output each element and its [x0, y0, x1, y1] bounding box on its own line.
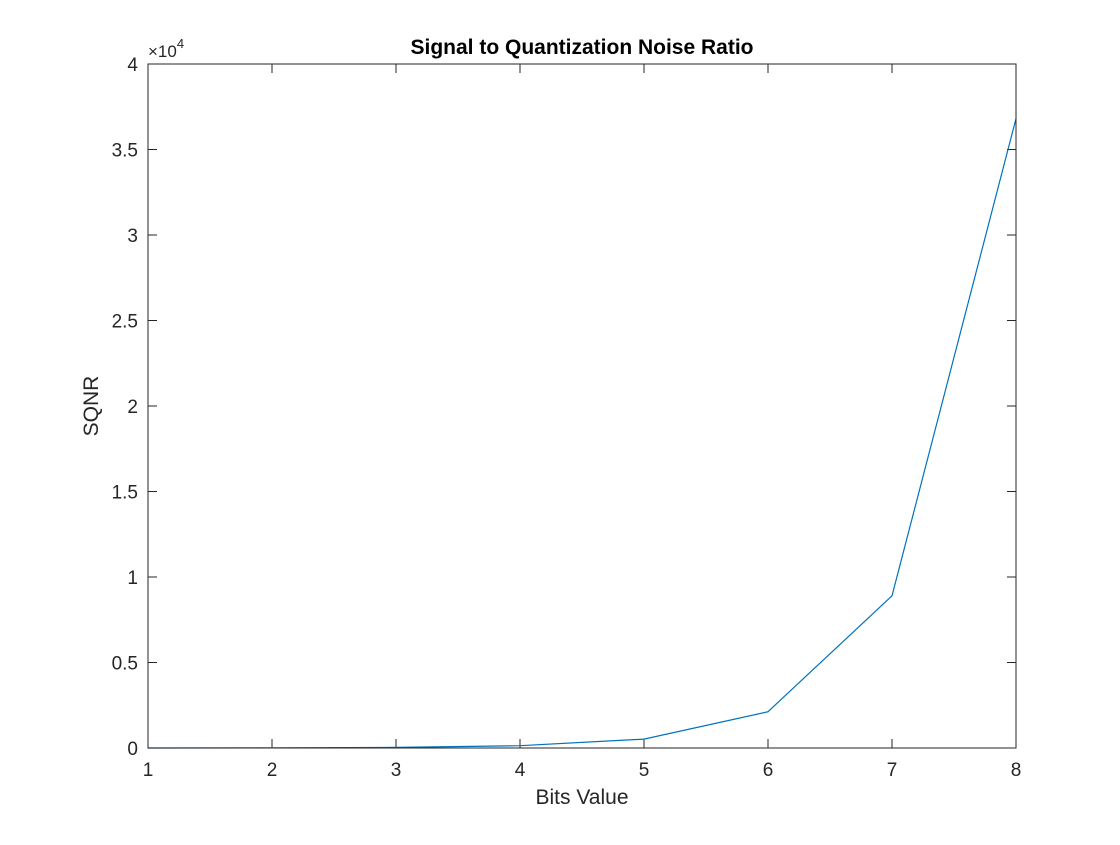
x-axis-label: Bits Value — [536, 786, 629, 809]
x-tick-label: 5 — [639, 760, 650, 781]
x-tick-label: 8 — [1011, 760, 1022, 781]
x-tick-label: 3 — [391, 760, 402, 781]
y-axis-ticks: 0 0.5 1 1.5 2 2.5 3 3.5 4 — [112, 55, 1016, 760]
y-axis-multiplier: ×10 — [148, 42, 177, 61]
x-tick-label: 1 — [143, 760, 154, 781]
y-tick-label: 1.5 — [112, 483, 138, 504]
y-tick-label: 0 — [127, 739, 138, 760]
y-tick-label: 0.5 — [112, 654, 138, 675]
y-tick-label: 2 — [127, 397, 138, 418]
data-point — [891, 595, 893, 597]
chart-title: Signal to Quantization Noise Ratio — [410, 36, 753, 59]
plot-background — [148, 64, 1016, 748]
data-point — [643, 738, 645, 740]
y-axis-label: SQNR — [80, 376, 103, 437]
y-tick-label: 2.5 — [112, 312, 138, 333]
x-tick-label: 4 — [515, 760, 526, 781]
axes-box — [147, 63, 1017, 749]
data-point — [519, 745, 521, 747]
x-tick-label: 2 — [267, 760, 278, 781]
y-tick-label: 1 — [127, 568, 138, 589]
data-point — [767, 711, 769, 713]
y-tick-label: 4 — [127, 55, 138, 76]
y-axis-exponent-label: ×104 — [148, 36, 184, 61]
y-tick-label: 3.5 — [112, 141, 138, 162]
x-tick-label: 7 — [887, 760, 898, 781]
y-tick-label: 3 — [127, 226, 138, 247]
x-tick-label: 6 — [763, 760, 774, 781]
y-axis-exponent: 4 — [177, 36, 184, 51]
x-axis-ticks: 1 2 3 4 5 6 7 8 — [143, 64, 1022, 781]
